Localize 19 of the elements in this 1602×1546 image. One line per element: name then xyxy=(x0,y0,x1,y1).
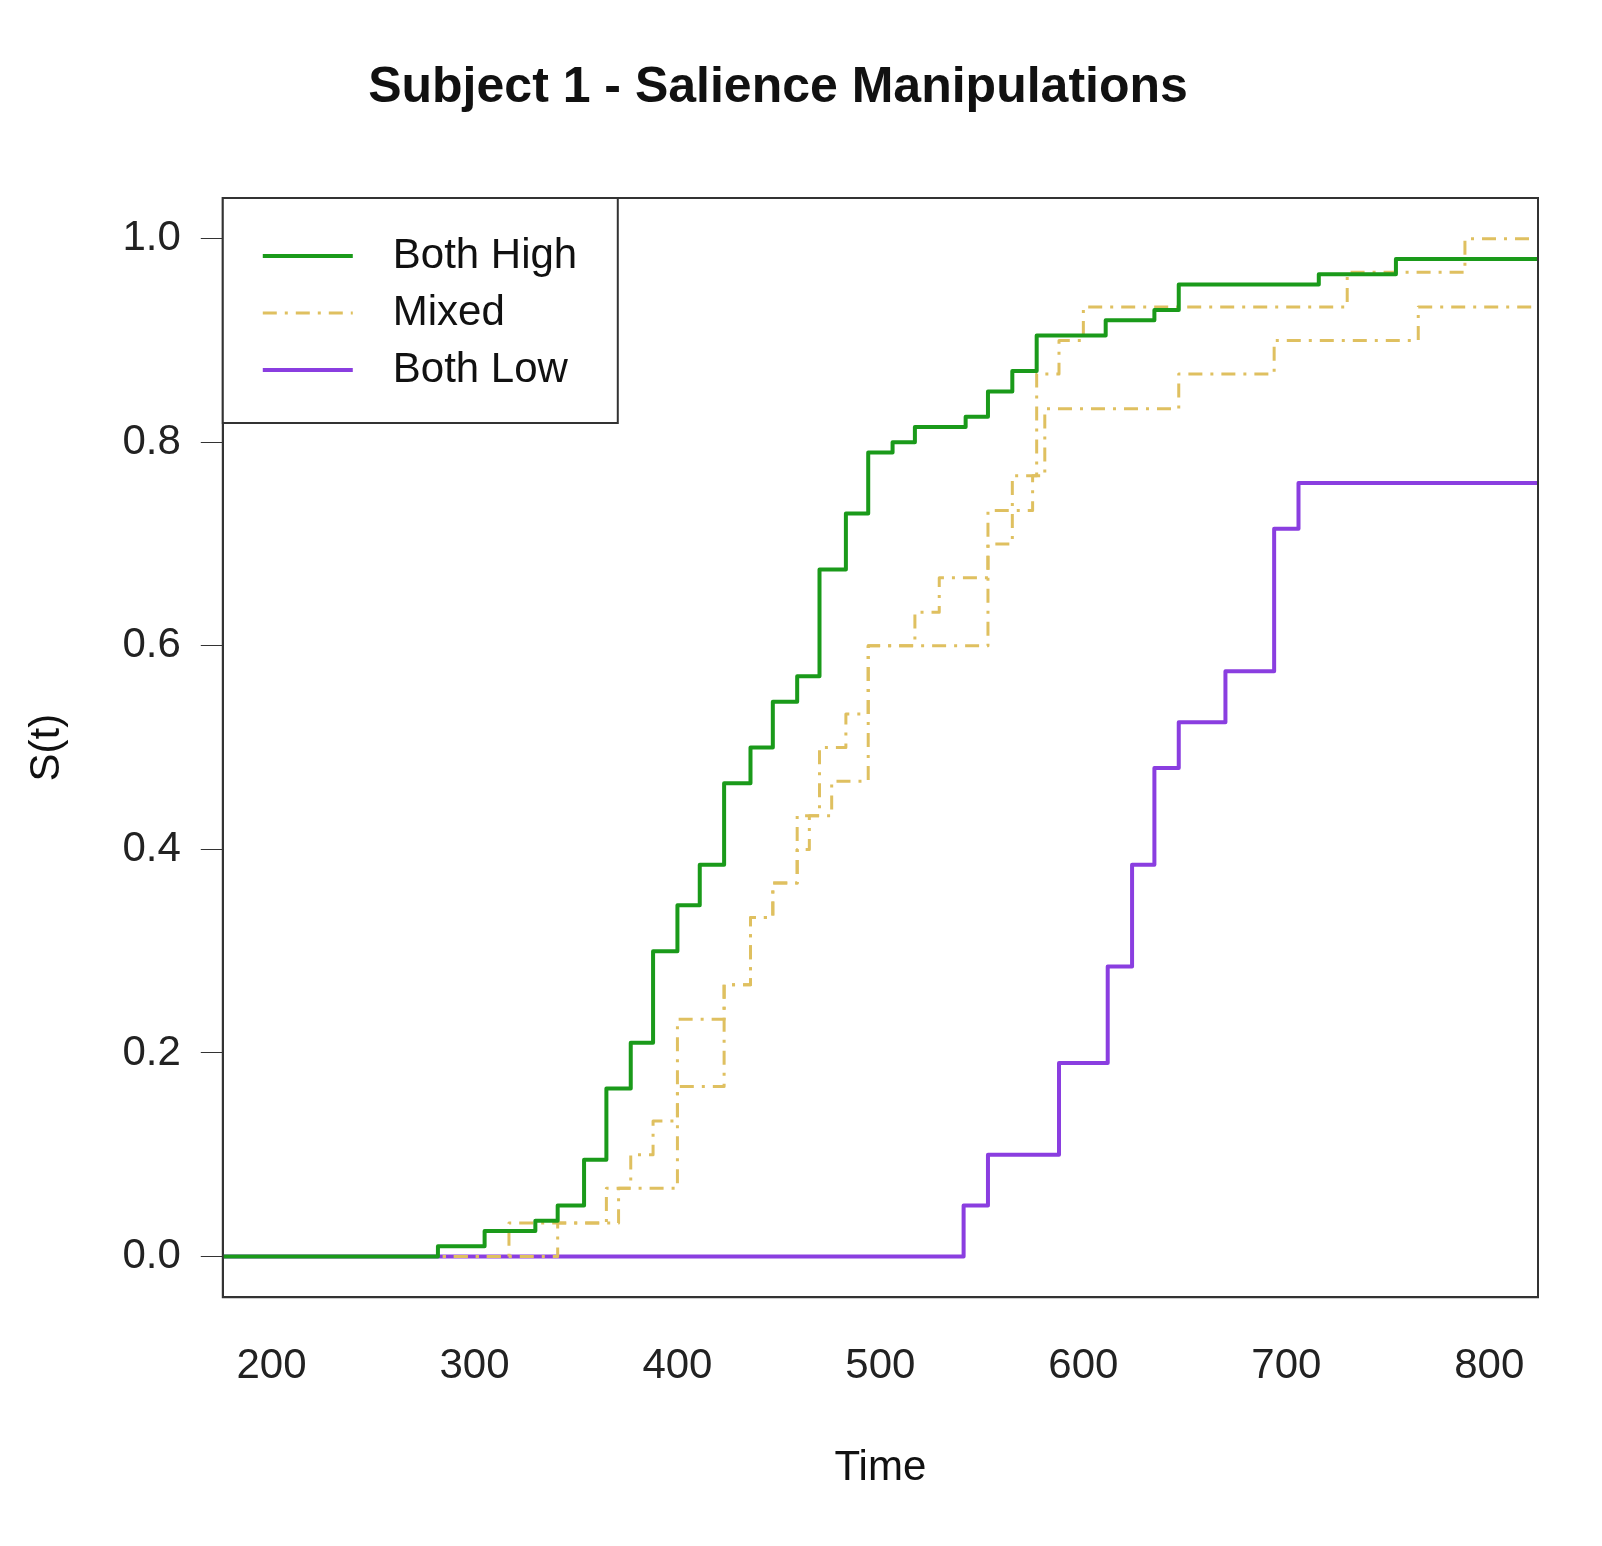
chart-title: Subject 1 - Salience Manipulations xyxy=(368,56,1188,113)
y-axis-title: S(t) xyxy=(20,713,68,782)
y-tick-label: 0.4 xyxy=(122,822,181,870)
y-tick-label: 0.8 xyxy=(122,415,181,463)
x-tick-label: 600 xyxy=(1048,1339,1119,1387)
x-axis-title: Time xyxy=(834,1442,927,1490)
legend-label: Both Low xyxy=(392,343,569,391)
x-tick-label: 300 xyxy=(439,1339,510,1387)
legend-label: Both High xyxy=(392,229,578,277)
y-tick-label: 1.0 xyxy=(122,212,181,260)
y-tick-label: 0.0 xyxy=(122,1230,181,1278)
x-tick-label: 200 xyxy=(236,1339,307,1387)
y-tick-label: 0.2 xyxy=(122,1026,181,1074)
legend-label: Mixed xyxy=(392,286,505,334)
x-tick-label: 700 xyxy=(1251,1339,1322,1387)
y-tick-label: 0.6 xyxy=(122,619,181,667)
x-tick-label: 800 xyxy=(1454,1339,1525,1387)
x-tick-label: 400 xyxy=(642,1339,713,1387)
x-tick-label: 500 xyxy=(845,1339,916,1387)
